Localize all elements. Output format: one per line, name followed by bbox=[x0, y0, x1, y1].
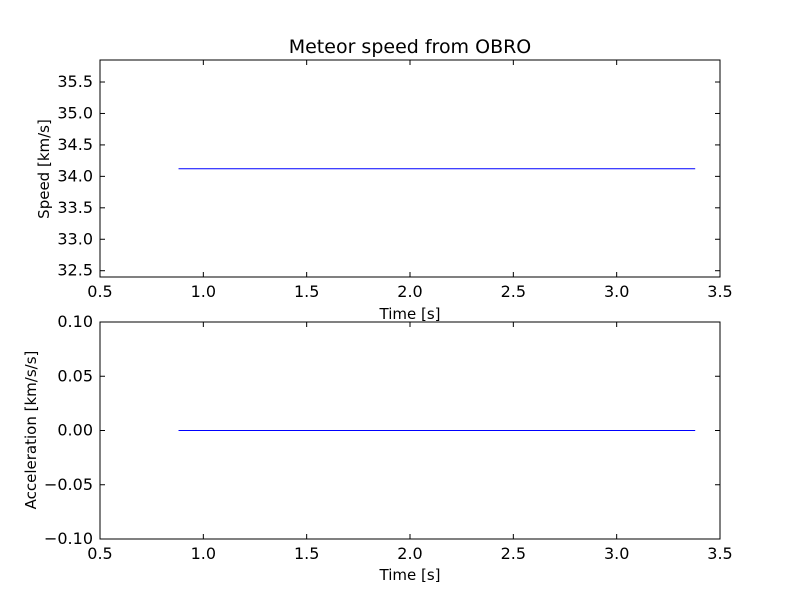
acceleration-x-tick-label: 2.5 bbox=[501, 544, 526, 563]
speed-x-tick-label: 3.0 bbox=[604, 282, 629, 301]
speed-x-axis-label: Time [s] bbox=[379, 305, 441, 323]
acceleration-axes-frame bbox=[99, 321, 721, 540]
speed-x-tick-label: 0.5 bbox=[87, 282, 112, 301]
acceleration-x-tick-label: 3.5 bbox=[707, 544, 732, 563]
speed-y-tick-label: 32.5 bbox=[57, 261, 93, 280]
speed-x-tick-label: 2.0 bbox=[397, 282, 422, 301]
speed-x-tick-label: 1.5 bbox=[294, 282, 319, 301]
acceleration-y-tick-label: 0.00 bbox=[57, 421, 93, 440]
acceleration-subplot: 0.5 1.0 1.5 2.0 2.5 3.0 3.5 −0.10 −0.05 0.00 0.05 0… bbox=[22, 312, 733, 584]
acceleration-x-tick-label: 3.0 bbox=[604, 544, 629, 563]
speed-y-tick-label: 33.5 bbox=[57, 198, 93, 217]
speed-ticks-layer: 0.5 1.0 1.5 2.0 2.5 3.0 3.5 32.5 33.0 33.5 34.0 34.… bbox=[57, 60, 733, 301]
acceleration-y-tick-label: −0.05 bbox=[44, 475, 93, 494]
acceleration-x-tick-label: 2.0 bbox=[397, 544, 422, 563]
speed-y-axis-label: Speed [km/s] bbox=[35, 119, 53, 219]
acceleration-y-axis-label: Acceleration [km/s/s] bbox=[22, 351, 40, 510]
speed-axes-frame bbox=[99, 59, 721, 278]
speed-x-tick-label: 1.0 bbox=[191, 282, 216, 301]
speed-subplot: Meteor speed from OBRO 0.5 1.0 1.5 2.0 2.5 3.… bbox=[35, 36, 733, 323]
speed-x-tick-label: 2.5 bbox=[501, 282, 526, 301]
speed-y-tick-label: 35.5 bbox=[57, 72, 93, 91]
acceleration-y-tick-label: 0.05 bbox=[57, 366, 93, 385]
acceleration-x-tick-label: 1.0 bbox=[191, 544, 216, 563]
acceleration-x-tick-label: 1.5 bbox=[294, 544, 319, 563]
speed-chart-title: Meteor speed from OBRO bbox=[289, 36, 532, 58]
acceleration-y-tick-label: −0.10 bbox=[44, 529, 93, 548]
speed-y-tick-label: 35.0 bbox=[57, 103, 93, 122]
acceleration-ticks-layer: 0.5 1.0 1.5 2.0 2.5 3.0 3.5 −0.10 −0.05 0.00 0.05 0… bbox=[44, 312, 733, 563]
speed-y-tick-label: 34.5 bbox=[57, 135, 93, 154]
acceleration-x-tick-label: 0.5 bbox=[87, 544, 112, 563]
speed-y-tick-label: 33.0 bbox=[57, 229, 93, 248]
speed-y-tick-label: 34.0 bbox=[57, 166, 93, 185]
speed-x-tick-label: 3.5 bbox=[707, 282, 732, 301]
acceleration-x-axis-label: Time [s] bbox=[379, 566, 441, 584]
acceleration-y-tick-label: 0.10 bbox=[57, 312, 93, 331]
